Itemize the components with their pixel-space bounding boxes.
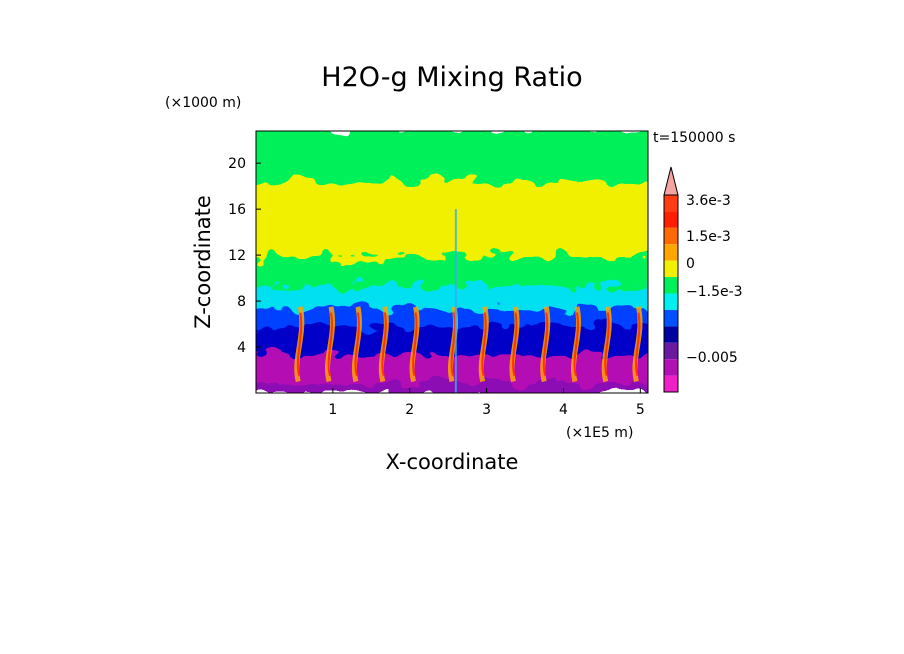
colorbar-labels: 3.6e-3 1.5e-3 0 −1.5e-3 −0.005 [686,193,743,366]
x-tick-label-4: 5 [636,402,645,418]
y-tick-label-3: 16 [228,202,246,218]
chart-title: H2O-g Mixing Ratio [321,62,582,93]
x-tick-label-0: 1 [328,402,337,418]
colorbar-level-7 [664,309,678,327]
band-7 [256,131,648,183]
plume-core-6 [481,312,487,377]
x-axis-label: X-coordinate [386,450,519,474]
plume-core-8 [542,312,549,377]
plume-core-4 [412,312,418,377]
colorbar-label-4: −0.005 [686,350,738,366]
colorbar-level-9 [664,342,678,360]
colorbar-level-4 [664,260,678,278]
plume-core-5 [450,312,456,377]
y-tick-label-0: 4 [237,340,246,356]
colorbar-level-11 [664,375,678,392]
colorbar-level-2 [664,227,678,245]
y-tick-label-4: 20 [228,156,246,172]
plume-core-3 [381,312,387,377]
colorbar [663,166,679,393]
y-axis: 4 8 12 16 20 [228,156,261,356]
colorbar-level-3 [664,244,678,261]
colorbar-label-1: 1.5e-3 [686,229,731,245]
colorbar-level-1 [664,211,678,228]
y-axis-label: Z-coordinate [191,195,215,329]
y-unit-label: (×1000 m) [165,95,241,111]
colorbar-level-0 [664,195,678,212]
convective-plumes [294,209,643,393]
plume-core-9 [573,312,579,377]
x-tick-label-3: 4 [559,402,568,418]
band-6 [256,178,648,258]
y-tick-label-2: 12 [228,248,246,264]
colorbar-level-10 [664,359,678,376]
colorbar-level-6 [664,293,678,310]
heatmap-field [256,131,648,393]
x-unit-label: (×1E5 m) [566,425,633,441]
colorbar-level-5 [664,277,678,294]
colorbar-label-3: −1.5e-3 [686,284,743,300]
plume-core-1 [327,312,333,377]
colorbar-frame [663,194,679,393]
plume-core-11 [635,312,641,377]
plot-frame [255,130,649,394]
colorbar-level-8 [664,326,678,343]
band-4 [256,281,648,309]
x-tick-label-2: 3 [482,402,491,418]
x-axis: 1 2 3 4 5 [328,388,645,418]
plume-core-2 [354,312,360,377]
band-5 [256,253,648,286]
colorbar-cap [663,166,679,196]
colorbar-label-2: 0 [686,256,695,272]
x-tick-label-1: 2 [405,402,414,418]
plume-core-0 [296,312,303,377]
time-label: t=150000 s [653,130,735,146]
plume-core-10 [604,312,610,377]
plume-core-7 [512,312,518,377]
colorbar-label-0: 3.6e-3 [686,193,731,209]
y-tick-label-1: 8 [237,294,246,310]
